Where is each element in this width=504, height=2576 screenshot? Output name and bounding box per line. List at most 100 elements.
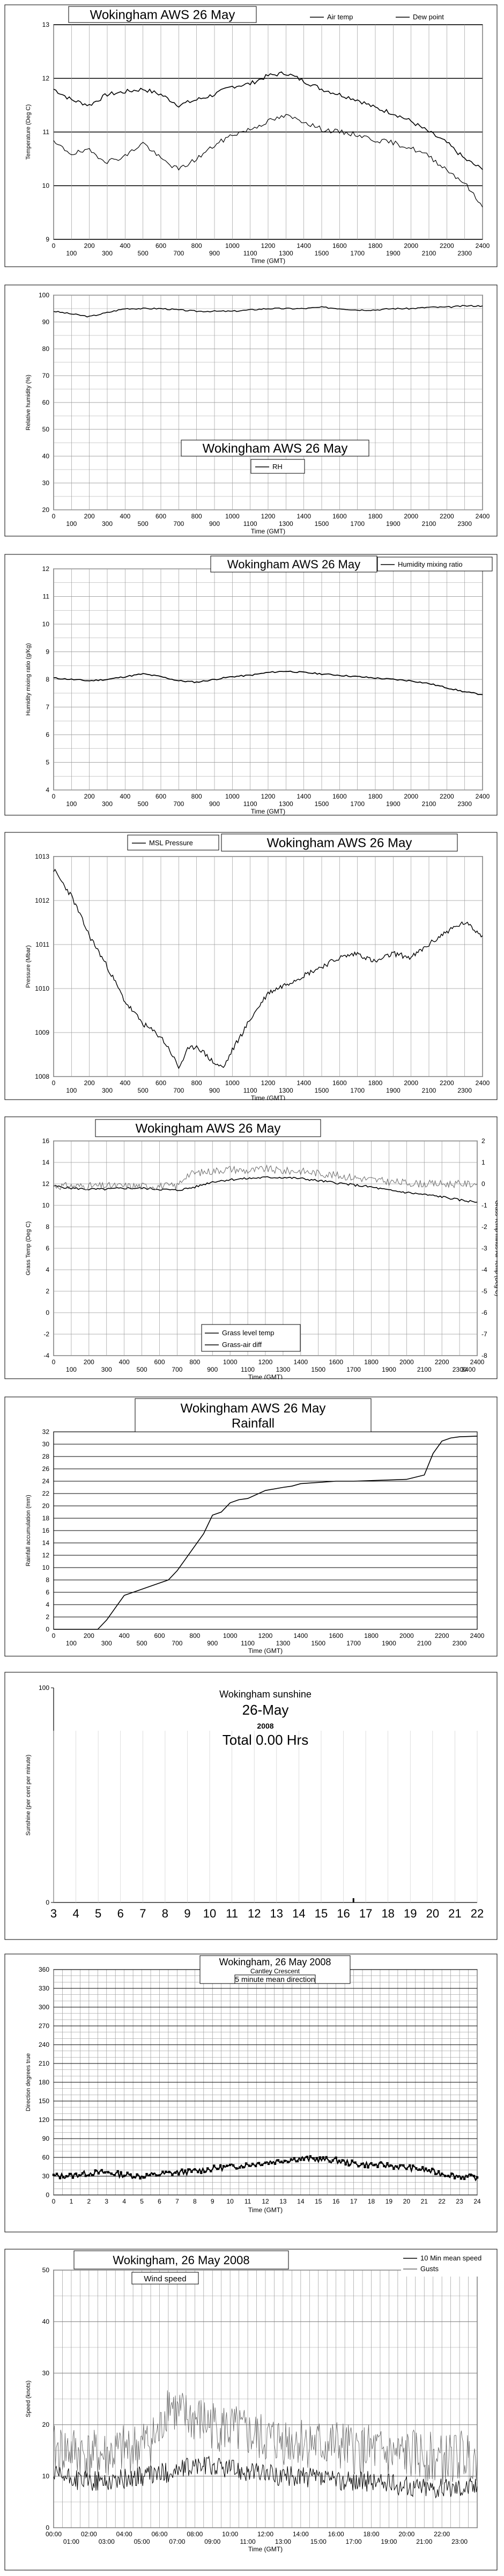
- x-tick-label: 800: [191, 242, 202, 250]
- y-tick-label: 100: [39, 1684, 49, 1692]
- direction-point: [177, 2173, 180, 2176]
- x-tick-label: 3: [105, 2198, 108, 2205]
- direction-point: [97, 2172, 100, 2175]
- direction-point: [293, 2157, 296, 2160]
- direction-point: [94, 2169, 97, 2172]
- x-tick-label: 3: [50, 1907, 57, 1920]
- x-tick-label: 1200: [261, 242, 276, 250]
- y2-tick-label: -7: [481, 1330, 487, 1338]
- x-tick-label: 6: [158, 2198, 161, 2205]
- direction-point: [273, 2162, 277, 2165]
- x-tick-label: 600: [155, 513, 166, 520]
- x-tick-label: 2300: [453, 1640, 467, 1647]
- x-tick-label: 2300: [453, 1366, 467, 1373]
- direction-point: [238, 2166, 241, 2169]
- y-tick-label: 18: [42, 1514, 50, 1522]
- x-tick-label: 11:00: [240, 2538, 256, 2545]
- x-tick-label: 2400: [476, 793, 490, 800]
- x-tick-label: 7: [139, 1907, 146, 1920]
- direction-point: [222, 2165, 225, 2168]
- direction-point: [280, 2161, 283, 2163]
- x-tick-label: 2100: [417, 1640, 432, 1647]
- series-gusts-line: [53, 2390, 478, 2485]
- humidity-chart: 20 30 40 50 60 70 80 90 100 Relative humidity (%)…: [4, 284, 498, 537]
- x-tick-label: 300: [102, 250, 113, 257]
- x-tick-label: 800: [191, 1079, 202, 1087]
- direction-point: [389, 2164, 392, 2167]
- chart-title: Wokingham AWS 26 May: [267, 836, 412, 851]
- x-tick-label: 1500: [311, 1366, 325, 1373]
- x-tick-label: 2000: [399, 1632, 414, 1640]
- x-tick-label: 16: [337, 1907, 350, 1920]
- y2-tick-label: -8: [481, 1352, 487, 1359]
- y-tick-label: 6: [46, 1245, 49, 1252]
- legend: [250, 459, 305, 474]
- x-tick-label: 2000: [404, 242, 418, 250]
- series-rainfall-line: [54, 1436, 478, 1630]
- direction-point: [184, 2169, 187, 2172]
- x-tick-label: 21: [448, 1907, 461, 1920]
- mixing-ratio-chart: 4 5 6 7 8 9 10 11 12 Humidity mixing ratio (g/Kg)…: [4, 554, 498, 816]
- direction-point: [459, 2177, 463, 2180]
- legend-rh: RH: [272, 463, 283, 471]
- y-tick-label: 50: [42, 2266, 50, 2274]
- direction-point: [110, 2172, 113, 2175]
- x-tick-label: 21: [421, 2198, 428, 2205]
- direction-point: [373, 2164, 376, 2167]
- direction-point: [126, 2171, 129, 2174]
- series-rh-line: [53, 305, 483, 318]
- direction-point: [187, 2168, 190, 2171]
- y-tick-label: 1010: [35, 985, 49, 992]
- direction-point: [402, 2164, 405, 2167]
- x-tick-label: 500: [137, 1366, 147, 1373]
- x-tick-label: 1100: [243, 520, 257, 528]
- x-tick-label: 2200: [440, 793, 454, 800]
- y-tick-label: 30: [42, 1440, 50, 1448]
- panel-border: [4, 4, 498, 267]
- x-tick-label: 700: [173, 250, 184, 257]
- direction-point: [210, 2170, 212, 2172]
- direction-point: [306, 2155, 309, 2158]
- x-tick-label: 1600: [329, 1632, 343, 1640]
- x-tick-label: 2000: [399, 1358, 414, 1366]
- x-tick-label: 06:00: [151, 2530, 167, 2538]
- direction-point: [440, 2172, 443, 2175]
- y-axis-label: Speed (knots): [25, 2381, 32, 2417]
- x-tick-label: 13: [270, 1907, 283, 1920]
- direction-point: [357, 2165, 360, 2168]
- x-tick-label: 2100: [417, 1366, 432, 1373]
- chart-title: Wokingham AWS 26 May: [203, 442, 348, 456]
- y-tick-label: 9: [46, 236, 49, 243]
- y-tick-label: 20: [42, 1502, 50, 1510]
- x-tick-label: 300: [102, 1087, 113, 1094]
- x-tick-label: 19: [386, 2198, 393, 2205]
- direction-point: [136, 2173, 138, 2176]
- direction-point: [200, 2171, 203, 2174]
- x-tick-label: 1500: [315, 250, 329, 257]
- y-tick-label: 12: [42, 1552, 50, 1559]
- x-tick-label: 1500: [315, 1087, 329, 1094]
- direction-point: [225, 2164, 228, 2167]
- direction-point: [120, 2171, 122, 2174]
- x-tick-label: 18: [381, 1907, 394, 1920]
- x-tick-label: 11: [226, 1907, 238, 1920]
- direction-point: [347, 2164, 350, 2167]
- x-tick-label: 1400: [297, 793, 311, 800]
- y-tick-label: 24: [42, 1477, 50, 1485]
- chart-title-box: [181, 440, 369, 457]
- x-tick-label: 1900: [386, 250, 401, 257]
- x-tick-label: 05:00: [134, 2538, 150, 2545]
- x-tick-label: 4: [122, 2198, 126, 2205]
- x-tick-label: 22: [438, 2198, 446, 2205]
- y-tick-label: 10: [42, 1564, 50, 1571]
- x-tick-label: 15: [315, 1907, 328, 1920]
- x-tick-label: 12: [248, 1907, 261, 1920]
- direction-point: [405, 2168, 408, 2170]
- y-tick-label: 12: [42, 565, 50, 573]
- x-tick-label: 1200: [261, 1079, 276, 1087]
- x-tick-label: 2200: [435, 1632, 449, 1640]
- direction-point: [78, 2174, 81, 2177]
- y-tick-label: 8: [46, 1223, 49, 1231]
- x-tick-label: 1600: [332, 1079, 347, 1087]
- chart-subtitle: Cantley Crescent: [250, 1967, 300, 1975]
